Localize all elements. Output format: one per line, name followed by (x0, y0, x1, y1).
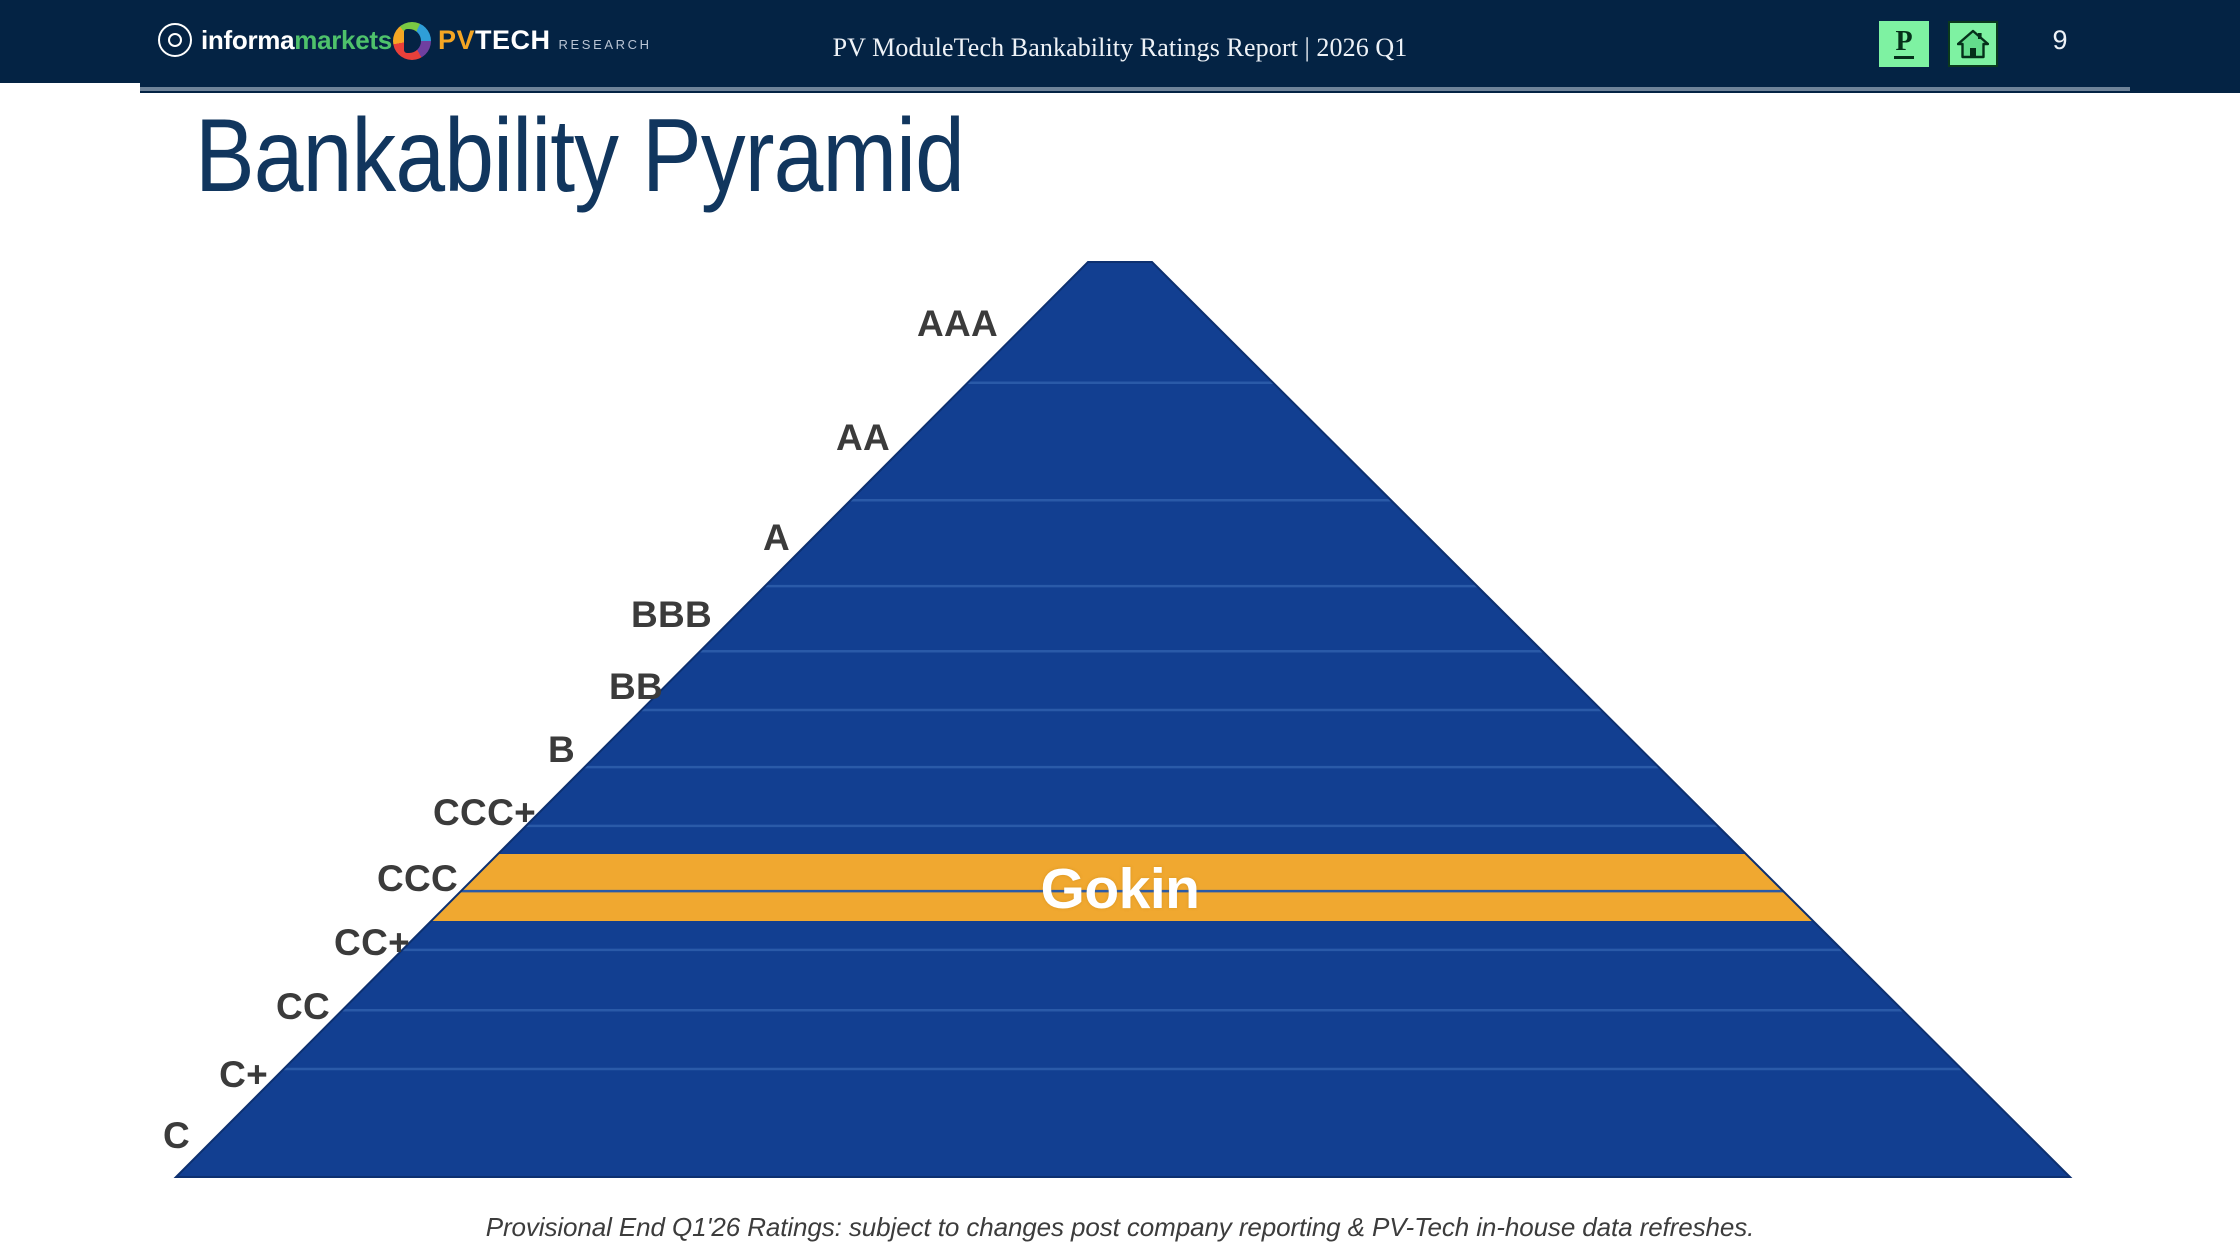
report-title: PV ModuleTech Bankability Ratings Report… (832, 33, 1408, 62)
pyramid-tier-label-c-plus: C+ (219, 1054, 268, 1095)
informa-logo-word2: markets (294, 25, 392, 55)
pyramid-tier-label-bbb: BBB (630, 594, 712, 635)
pyramid-tier-label-a: A (762, 517, 790, 558)
pyramid-tier-label-bb: BB (608, 666, 663, 707)
pvtech-logo-word2: TECH (475, 25, 551, 56)
pyramid-tier-label-cc: CC (275, 986, 330, 1027)
pvtech-logo-word1: PV (438, 25, 476, 56)
footnote-text: Provisional End Q1'26 Ratings: subject t… (485, 1212, 1755, 1242)
home-button[interactable] (1948, 21, 1998, 67)
pyramid-tier-label-c: C (162, 1115, 190, 1156)
pyramid-company-name-gokin: Gokin (1040, 857, 1200, 921)
pyramid-tier-label-aaa: AAA (916, 303, 998, 344)
pvtech-logo-subtitle: RESEARCH (558, 37, 652, 53)
pyramid-tier-label-b: B (547, 729, 575, 770)
informa-ring-icon (158, 23, 192, 57)
pyramid-tier-label-ccc: CCC (376, 858, 458, 899)
header-divider (140, 87, 2130, 91)
home-icon (1957, 29, 1989, 59)
pv-tech-research-logo: PVTECH RESEARCH (393, 16, 652, 66)
presentation-mode-button[interactable]: P (1879, 21, 1929, 67)
informa-logo-word1: informa (201, 25, 295, 55)
pv-tech-mark-icon (393, 22, 431, 60)
pyramid-tier-dividers (283, 381, 1962, 1071)
page-title: Bankability Pyramid (195, 98, 965, 214)
pyramid-tier-label-aa: AA (835, 417, 890, 458)
page-number: 9 (2052, 25, 2068, 55)
pyramid-tier-label-ccc-plus: CCC+ (433, 792, 536, 833)
pyramid-outline (173, 261, 2073, 1178)
pyramid-tier-label-cc-plus: CC+ (334, 922, 410, 963)
presentation-p-icon: P (1894, 26, 1914, 59)
informa-markets-logo: informamarkets (158, 20, 392, 60)
